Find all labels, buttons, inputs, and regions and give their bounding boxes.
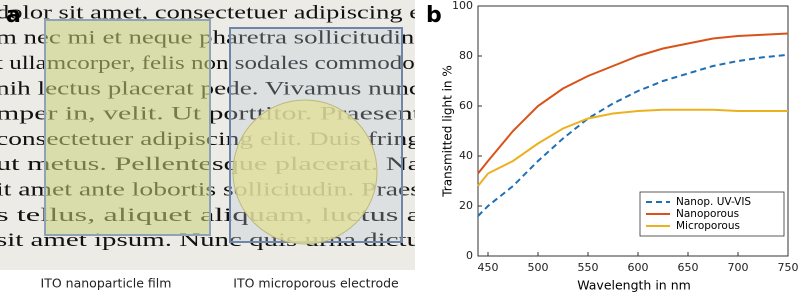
y-tick-label: 40 [459,149,473,162]
y-tick-label: 60 [459,99,473,112]
y-tick-label: 0 [466,249,473,262]
nanoparticle-slide [44,19,211,236]
y-tick-label: 80 [459,49,473,62]
series-line [477,53,789,217]
photo: dolor sit amet, consectetuer adipiscing … [0,0,421,270]
electrode-disc [232,99,378,245]
x-tick-label: 700 [728,261,749,274]
y-axis-label: Transmitted light in % [441,65,455,198]
plot-frame [477,5,789,257]
x-tick-label: 500 [528,261,549,274]
x-tick-label: 450 [478,261,499,274]
x-tick-label: 550 [578,261,599,274]
caption: ITO microporous electrode [233,276,399,291]
panel-label: b [426,3,442,28]
series-line [477,108,788,187]
panel-label: a [6,3,21,28]
page-text-line: dolor sit amet, consectetuer adipiscing … [0,2,421,23]
x-tick-label: 650 [678,261,699,274]
legend-label: Nanop. UV-VIS [676,196,751,208]
legend-label: Microporous [676,220,740,232]
legend-label: Nanoporous [676,208,739,220]
y-tick-label: 100 [452,0,473,12]
y-tick-label: 20 [459,199,473,212]
series-line [477,32,789,175]
caption: ITO nanoparticle film [41,276,172,291]
x-axis-label: Wavelength in nm [577,278,691,293]
x-tick-label: 600 [628,261,649,274]
x-tick-label: 750 [778,261,799,274]
